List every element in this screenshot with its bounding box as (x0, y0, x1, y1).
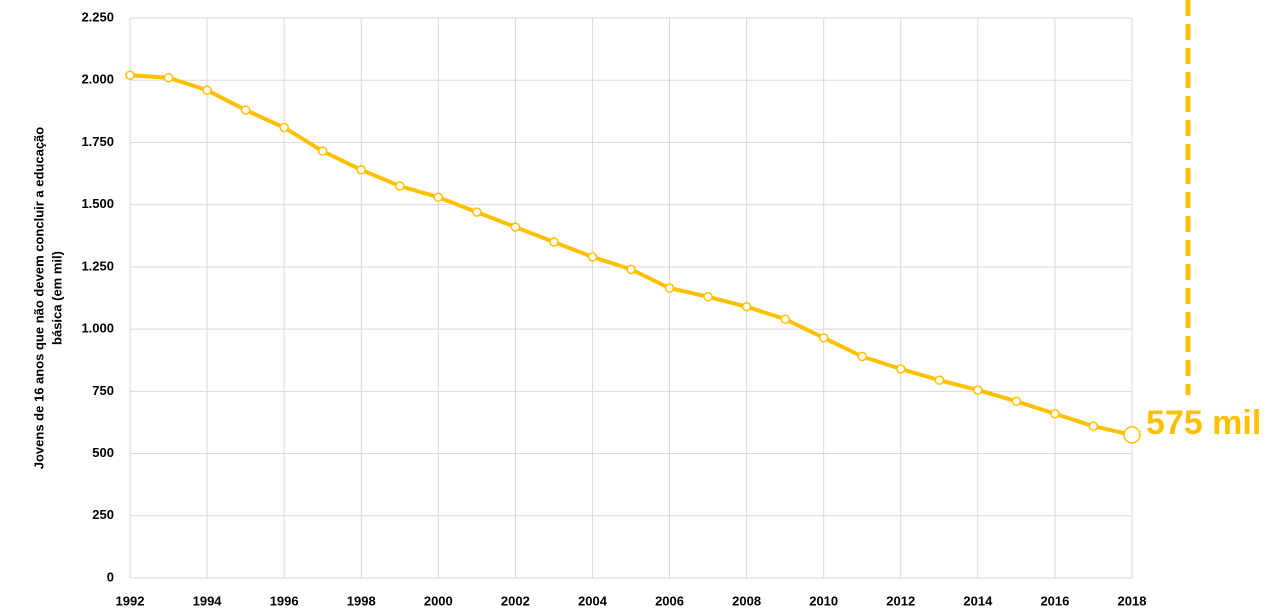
point (818, 333, 829, 343)
point (626, 264, 636, 275)
point (1123, 426, 1141, 444)
point (973, 385, 983, 395)
point (549, 237, 559, 247)
point (472, 207, 482, 217)
y-tick-label: 2.000 (81, 72, 114, 87)
x-tick-label: 2008 (732, 593, 761, 608)
x-tick-label: 1994 (193, 593, 223, 608)
y-tick-label: 250 (92, 507, 114, 522)
x-tick-label: 2018 (1118, 593, 1147, 608)
x-tick-label: 2004 (578, 593, 608, 608)
y-axis-label-line: básica (em mil) (49, 251, 64, 345)
point (510, 222, 521, 232)
point (395, 181, 405, 191)
x-tick-label: 1996 (270, 593, 299, 608)
y-tick-label: 500 (92, 445, 114, 460)
y-tick-label: 750 (92, 383, 114, 398)
y-tick-label: 0 (107, 569, 114, 584)
x-tick-label: 2012 (886, 593, 915, 608)
point (279, 122, 289, 133)
x-tick-label: 2010 (809, 593, 838, 608)
point (934, 375, 945, 385)
x-tick-label: 2006 (655, 593, 684, 608)
point (125, 70, 135, 80)
point (1011, 396, 1022, 407)
point (587, 252, 598, 262)
y-tick-label: 1.750 (81, 134, 114, 149)
y-tick-label: 1.250 (81, 258, 114, 273)
x-tick-label: 2014 (963, 593, 993, 608)
x-tick-label: 1992 (116, 593, 145, 608)
x-tick-label: 2016 (1040, 593, 1069, 608)
y-axis-label: Jovens de 16 anos que não devem concluir… (31, 127, 64, 470)
y-axis-label-line: Jovens de 16 anos que não devem concluir… (31, 127, 46, 470)
point (1050, 408, 1060, 419)
point (433, 192, 444, 202)
point (356, 165, 366, 175)
x-tick-label: 2000 (424, 593, 453, 608)
x-tick-label: 1998 (347, 593, 376, 608)
point (240, 105, 251, 115)
point (741, 301, 752, 312)
point (857, 351, 867, 362)
point (163, 72, 174, 83)
value-label: 575 mil (1146, 404, 1261, 442)
point (703, 292, 713, 302)
y-tick-label: 1.000 (81, 321, 114, 336)
x-tick-label: 2002 (501, 593, 530, 608)
y-tick-label: 2.250 (81, 9, 114, 24)
point (664, 283, 675, 293)
point (317, 146, 328, 156)
point (202, 85, 212, 95)
y-tick-label: 1.500 (81, 196, 114, 211)
point (1088, 421, 1099, 431)
point (780, 314, 790, 324)
point (896, 364, 906, 374)
